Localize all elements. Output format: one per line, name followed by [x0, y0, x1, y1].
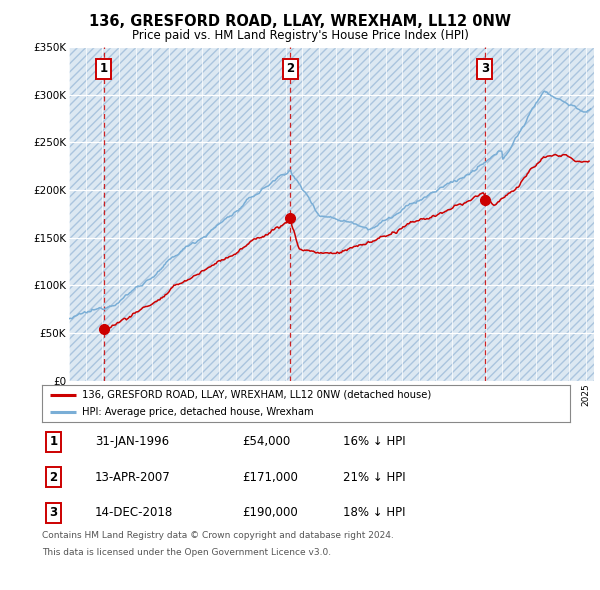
- Text: 1: 1: [100, 62, 108, 75]
- Text: Price paid vs. HM Land Registry's House Price Index (HPI): Price paid vs. HM Land Registry's House …: [131, 30, 469, 42]
- Text: 136, GRESFORD ROAD, LLAY, WREXHAM, LL12 0NW: 136, GRESFORD ROAD, LLAY, WREXHAM, LL12 …: [89, 14, 511, 29]
- Text: £54,000: £54,000: [242, 435, 291, 448]
- Text: 31-JAN-1996: 31-JAN-1996: [95, 435, 169, 448]
- Text: 13-APR-2007: 13-APR-2007: [95, 471, 170, 484]
- Text: This data is licensed under the Open Government Licence v3.0.: This data is licensed under the Open Gov…: [42, 548, 331, 556]
- Text: 21% ↓ HPI: 21% ↓ HPI: [343, 471, 406, 484]
- Text: 136, GRESFORD ROAD, LLAY, WREXHAM, LL12 0NW (detached house): 136, GRESFORD ROAD, LLAY, WREXHAM, LL12 …: [82, 390, 431, 399]
- Text: 16% ↓ HPI: 16% ↓ HPI: [343, 435, 406, 448]
- Text: 2: 2: [50, 471, 58, 484]
- Text: 3: 3: [50, 506, 58, 519]
- Text: 14-DEC-2018: 14-DEC-2018: [95, 506, 173, 519]
- Text: £171,000: £171,000: [242, 471, 299, 484]
- Text: 2: 2: [286, 62, 295, 75]
- Text: 18% ↓ HPI: 18% ↓ HPI: [343, 506, 406, 519]
- Text: £190,000: £190,000: [242, 506, 298, 519]
- Text: Contains HM Land Registry data © Crown copyright and database right 2024.: Contains HM Land Registry data © Crown c…: [42, 531, 394, 540]
- Text: 3: 3: [481, 62, 489, 75]
- Text: HPI: Average price, detached house, Wrexham: HPI: Average price, detached house, Wrex…: [82, 407, 313, 417]
- Text: 1: 1: [50, 435, 58, 448]
